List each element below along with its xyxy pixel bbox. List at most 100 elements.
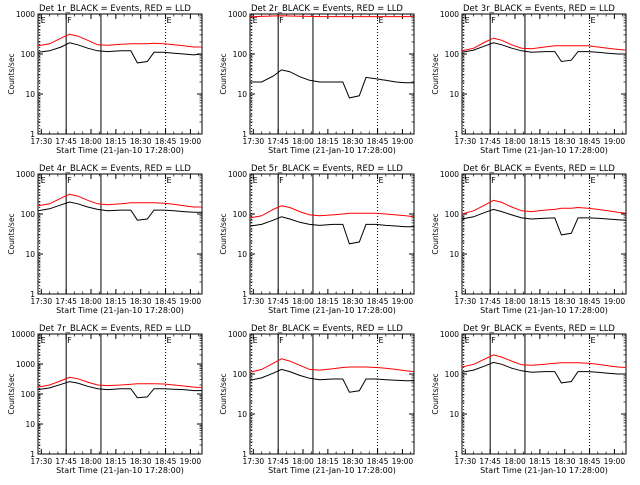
y-tick-label: 1 (454, 130, 459, 139)
black-events-line (37, 381, 202, 399)
x-tick-label: 18:00 (504, 137, 526, 146)
detector-plot-9: Det 9r_BLACK = Events, RED = LLD 1 10 100 10… (431, 324, 627, 475)
plot-title: Det 6r_BLACK = Events, RED = LLD (463, 164, 615, 174)
x-tick-label: 18:00 (292, 457, 314, 466)
y-tick-label: 1000 (228, 170, 247, 179)
y-tick-label: 100 (445, 210, 460, 219)
x-tick-label: 17:45 (267, 297, 289, 306)
black-events-line (37, 201, 202, 221)
red-lld-line (249, 15, 414, 18)
y-tick-label: 1 (242, 130, 247, 139)
segment-marker: F (67, 176, 72, 185)
y-tick-label: 1 (30, 130, 35, 139)
black-events-line (249, 216, 414, 245)
plot-frame (37, 13, 203, 135)
x-axis-label: Start Time (21-Jan-10 17:28:00) (56, 466, 184, 475)
y-tick-label: 1 (242, 450, 247, 459)
y-tick-label: 1000 (440, 330, 459, 339)
segment-marker: F (279, 336, 284, 345)
y-tick-label: 1 (30, 450, 35, 459)
y-tick-label: 1 (454, 290, 459, 299)
y-tick-label: 1000 (228, 330, 247, 339)
y-axis-label: Counts/sec (219, 213, 228, 254)
segment-marker: E (41, 16, 46, 25)
x-tick-label: 18:45 (579, 457, 601, 466)
y-tick-label: 100 (445, 370, 460, 379)
y-axis-label: Counts/sec (431, 373, 440, 414)
x-tick-label: 19:00 (604, 457, 626, 466)
segment-marker: E (253, 176, 258, 185)
x-tick-label: 17:45 (479, 457, 501, 466)
plot-frame (249, 173, 415, 295)
segment-marker: E (379, 176, 384, 185)
segment-marker: E (167, 336, 172, 345)
x-tick-label: 17:45 (267, 457, 289, 466)
x-tick-label: 19:00 (392, 137, 414, 146)
detector-plot-6: Det 6r_BLACK = Events, RED = LLD 1 10 100 10… (431, 164, 627, 315)
x-tick-label: 19:00 (392, 297, 414, 306)
segment-marker: E (591, 176, 596, 185)
y-tick-label: 10 (237, 410, 247, 419)
x-tick-label: 18:15 (529, 457, 551, 466)
plot-title: Det 8r_BLACK = Events, RED = LLD (251, 324, 403, 334)
y-tick-label: 1000 (16, 10, 35, 19)
x-tick-label: 18:15 (105, 297, 127, 306)
x-tick-label: 18:15 (317, 137, 339, 146)
red-lld-line (461, 199, 627, 215)
x-tick-label: 18:00 (292, 137, 314, 146)
x-tick-label: 17:30 (31, 457, 53, 466)
x-tick-label: 19:00 (180, 137, 202, 146)
x-tick-label: 18:30 (130, 457, 152, 466)
y-tick-label: 1 (30, 290, 35, 299)
y-tick-label: 100 (21, 210, 36, 219)
detector-plot-1: Det 1r_BLACK = Events, RED = LLD 1 10 100 10… (7, 4, 203, 155)
plot-frame (249, 13, 415, 135)
plot-frame (461, 13, 627, 135)
detector-plot-8: Det 8r_BLACK = Events, RED = LLD 1 10 100 10… (219, 324, 415, 475)
segment-marker: E (41, 336, 46, 345)
x-axis-label: Start Time (21-Jan-10 17:28:00) (56, 306, 184, 315)
y-axis-label: Counts/sec (431, 53, 440, 94)
plot-title: Det 7r_BLACK = Events, RED = LLD (39, 324, 191, 334)
x-tick-label: 17:45 (479, 297, 501, 306)
segment-marker: E (465, 16, 470, 25)
black-events-line (37, 42, 203, 64)
x-tick-label: 18:30 (130, 297, 152, 306)
red-lld-line (461, 37, 627, 52)
y-tick-label: 100 (21, 390, 36, 399)
x-tick-label: 19:00 (392, 457, 414, 466)
x-tick-label: 18:00 (504, 457, 526, 466)
x-axis-label: Start Time (21-Jan-10 17:28:00) (56, 146, 184, 155)
detector-plot-2: Det 2r_BLACK = Events, RED = LLD 1 10 100 10… (219, 4, 415, 155)
red-lld-line (249, 358, 415, 373)
x-axis-label: Start Time (21-Jan-10 17:28:00) (480, 146, 608, 155)
segment-marker: E (379, 16, 384, 25)
x-tick-label: 18:45 (155, 297, 177, 306)
x-tick-label: 19:00 (180, 297, 202, 306)
y-tick-label: 1000 (228, 10, 247, 19)
detector-plot-7: Det 7r_BLACK = Events, RED = LLD 1 10 100 10… (7, 324, 203, 475)
plot-title: Det 3r_BLACK = Events, RED = LLD (463, 4, 615, 14)
x-tick-label: 18:45 (579, 297, 601, 306)
black-events-line (461, 361, 626, 384)
segment-marker: E (379, 336, 384, 345)
y-tick-label: 1 (242, 290, 247, 299)
y-tick-label: 10000 (11, 330, 35, 339)
x-tick-label: 17:45 (479, 137, 501, 146)
x-tick-label: 18:30 (554, 457, 576, 466)
y-tick-label: 1 (454, 450, 459, 459)
x-axis-label: Start Time (21-Jan-10 17:28:00) (268, 466, 396, 475)
x-tick-label: 18:45 (367, 297, 389, 306)
x-tick-label: 18:15 (317, 457, 339, 466)
x-tick-label: 18:15 (529, 297, 551, 306)
segment-marker: E (253, 16, 258, 25)
x-tick-label: 18:45 (367, 137, 389, 146)
y-tick-label: 10 (25, 250, 35, 259)
x-tick-label: 18:45 (579, 137, 601, 146)
y-tick-label: 10 (449, 90, 459, 99)
segment-marker: E (167, 16, 172, 25)
x-tick-label: 18:45 (155, 457, 177, 466)
y-tick-label: 1000 (440, 170, 459, 179)
y-tick-label: 1000 (16, 360, 35, 369)
y-tick-label: 100 (233, 210, 248, 219)
